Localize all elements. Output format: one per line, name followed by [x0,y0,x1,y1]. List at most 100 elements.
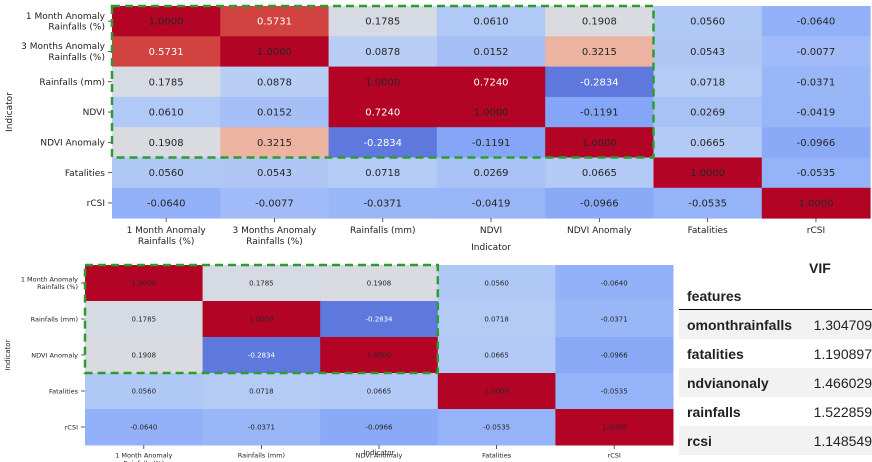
cell-value-label: -0.0966 [601,351,629,359]
heatmap-cell [545,96,654,128]
heatmap-cell [220,127,330,158]
cell-value-label: 0.5731 [149,47,184,58]
cell-value-label: 0.1785 [365,17,400,28]
cell-value-label: 0.0543 [690,47,725,58]
heatmap-cell [555,409,674,446]
heatmap-cell [112,66,221,98]
vif-value: 1.522859 [813,404,872,420]
x-tick-label: NDVI Anomaly [356,452,403,460]
cell-value-label: 0.1908 [149,138,184,149]
heatmap-cell [545,6,654,37]
heatmap-cell [653,96,763,128]
cell-value-label: 0.5731 [257,17,292,28]
cell-value-label: 1.0000 [474,108,509,119]
y-tick-label: rCSI [87,199,105,209]
heatmap-cell [328,157,438,189]
heatmap-cell [85,409,204,446]
feature-name: rainfalls [687,404,741,420]
heatmap-reduced-correlation: 1.0000 0.1785 0.1908 0.0560 -0.0640 0.1785 1.0… [4,263,674,462]
feature-name: rcsi [687,433,712,449]
cell-value-label: -0.0077 [255,198,294,209]
heatmap-cell [320,301,439,338]
cell-value-label: -0.0640 [130,423,157,431]
cell-value-label: 0.0665 [690,138,725,149]
heatmap-cell [545,127,654,158]
vif-value: 1.304709 [813,317,872,333]
x-axis-label: Indicator [471,243,511,253]
x-tick-label: NDVI Anomaly [567,226,632,236]
heatmap-cell [85,373,204,410]
cell-value-label: 0.0665 [367,387,392,395]
heatmap-cell [202,337,321,374]
cell-value-label: -0.2834 [248,351,276,359]
heatmap-cell [761,36,871,68]
cell-value-label: -0.0640 [147,198,186,209]
cell-value-label: 0.0543 [257,168,292,179]
cell-value-label: -0.0535 [483,423,510,431]
heatmap-cell [112,157,221,189]
cell-value-label: 0.0718 [249,387,274,395]
cell-value-label: 1.0000 [484,387,509,395]
cell-value-label: 0.0560 [132,387,157,395]
cell-value-label: 0.0878 [365,47,400,58]
heatmap-cell [220,187,330,219]
heatmap-cell [328,187,438,219]
cell-value-label: 0.0560 [149,168,184,179]
cell-value-label: -0.0371 [797,77,836,88]
cell-value-label: 0.1785 [149,77,184,88]
heatmap-cell [653,157,763,189]
x-tick-label: Rainfalls (mm) [350,226,416,236]
cell-value-label: -0.0966 [365,423,393,431]
feature-name: fatalities [687,346,744,362]
cell-value-label: 0.0718 [365,168,400,179]
y-tick-label: Fatalities [65,169,105,179]
cell-value-label: -0.0077 [797,47,836,58]
heatmap-cell [436,157,546,189]
vif-column-header: VIF [809,260,831,276]
table-header-rule [679,309,872,310]
cell-value-label: -0.2834 [365,315,393,323]
features-index-header: features [687,288,742,304]
y-tick-label: NDVI [83,108,105,118]
vif-value: 1.466029 [813,375,872,391]
cell-value-label: 1.0000 [149,17,184,28]
cell-value-label: -0.0371 [601,315,628,323]
heatmap-cell [437,373,556,410]
cell-value-label: 0.0610 [474,17,509,28]
heatmap-cell [220,96,330,128]
heatmap-cell [85,301,204,338]
cell-value-label: 0.1785 [132,315,157,323]
cell-value-label: 0.0560 [484,279,509,287]
cell-value-label: 1.0000 [365,77,400,88]
heatmap-cell [437,409,556,446]
x-tick-label: Fatalities [482,452,512,460]
y-axis-label: Indicator [4,339,12,370]
cell-value-label: 0.3215 [582,47,617,58]
heatmap-cell [320,265,439,302]
cell-value-label: 0.1908 [367,279,392,287]
vif-rows: omonthrainfalls 1.304709 fatalities 1.19… [679,310,872,455]
heatmap-cell [202,409,321,446]
heatmap-cell [761,157,871,189]
cell-value-label: 0.0665 [484,351,509,359]
table-row: rcsi 1.148549 [679,426,872,455]
cell-value-label: 1.0000 [132,279,157,287]
heatmap-cell [320,337,439,374]
highlight-box [110,4,655,159]
heatmap-cell [112,127,221,158]
heatmap-cell [653,6,763,37]
x-tick-label: 3 Months Anomaly Rainfalls (%) [233,226,317,247]
heatmap-cell [436,96,546,128]
cell-value-label: -0.0966 [580,198,619,209]
cell-value-label: 0.0610 [149,108,184,119]
cell-value-label: 0.0152 [474,47,509,58]
x-tick-label: rCSI [807,226,825,236]
table-row: omonthrainfalls 1.304709 [679,310,872,339]
y-tick-label: 1 Month Anomaly Rainfalls (%) [26,12,106,33]
heatmap-cell [320,373,439,410]
cell-value-label: -0.0966 [797,138,836,149]
cell-value-label: 0.3215 [257,138,292,149]
cell-value-label: -0.0535 [688,198,727,209]
heatmap-cell [202,265,321,302]
